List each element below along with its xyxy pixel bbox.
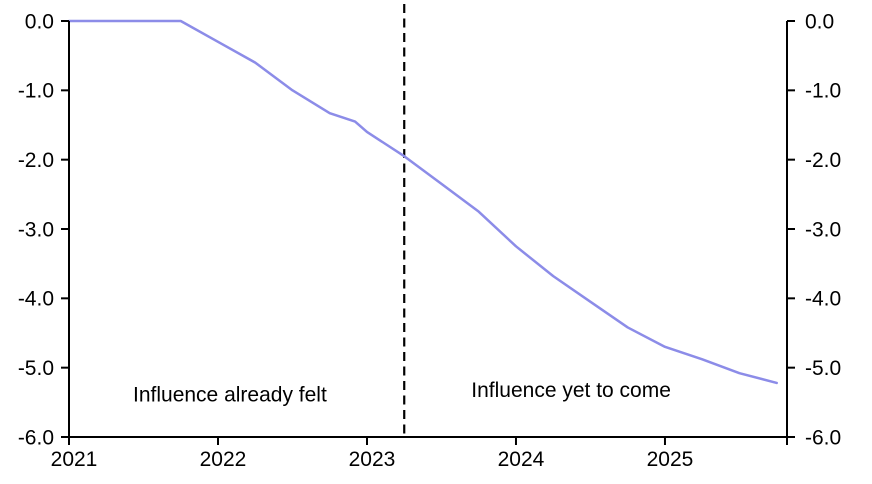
annotation-label: Influence yet to come (471, 379, 671, 402)
x-tick-label: 2021 (51, 448, 98, 471)
y-tick-label-right: -2.0 (805, 149, 841, 172)
y-tick-label-left: -6.0 (18, 426, 54, 449)
x-tick-label: 2023 (349, 448, 396, 471)
y-tick-label-right: -3.0 (805, 218, 841, 241)
y-tick-label-left: -2.0 (18, 149, 54, 172)
y-tick-label-right: -1.0 (805, 80, 841, 103)
y-tick-label-right: -6.0 (805, 426, 841, 449)
x-tick-label: 2025 (647, 448, 694, 471)
cumulative-influence-line (67, 19, 778, 385)
y-tick-label-right: 0.0 (805, 10, 834, 33)
x-tick-label: 2022 (200, 448, 247, 471)
y-tick-label-left: -3.0 (18, 218, 54, 241)
y-tick-label-left: -5.0 (18, 357, 54, 380)
y-tick-label-left: -1.0 (18, 80, 54, 103)
annotation-label: Influence already felt (133, 383, 327, 406)
y-tick-label-right: -4.0 (805, 288, 841, 311)
x-tick-label: 2024 (498, 448, 545, 471)
y-tick-label-left: -4.0 (18, 288, 54, 311)
y-tick-label-right: -5.0 (805, 357, 841, 380)
y-tick-label-left: 0.0 (25, 10, 54, 33)
